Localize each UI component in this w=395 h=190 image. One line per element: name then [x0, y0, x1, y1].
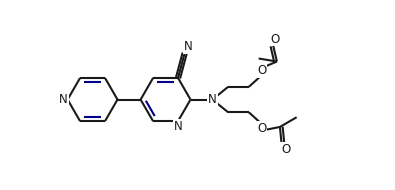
Text: N: N: [59, 93, 68, 106]
Text: N: N: [208, 93, 217, 106]
Text: O: O: [257, 122, 266, 135]
Text: N: N: [184, 40, 193, 53]
Text: O: O: [257, 64, 266, 77]
Text: N: N: [174, 120, 182, 133]
Text: O: O: [281, 143, 290, 156]
Text: O: O: [270, 32, 279, 46]
